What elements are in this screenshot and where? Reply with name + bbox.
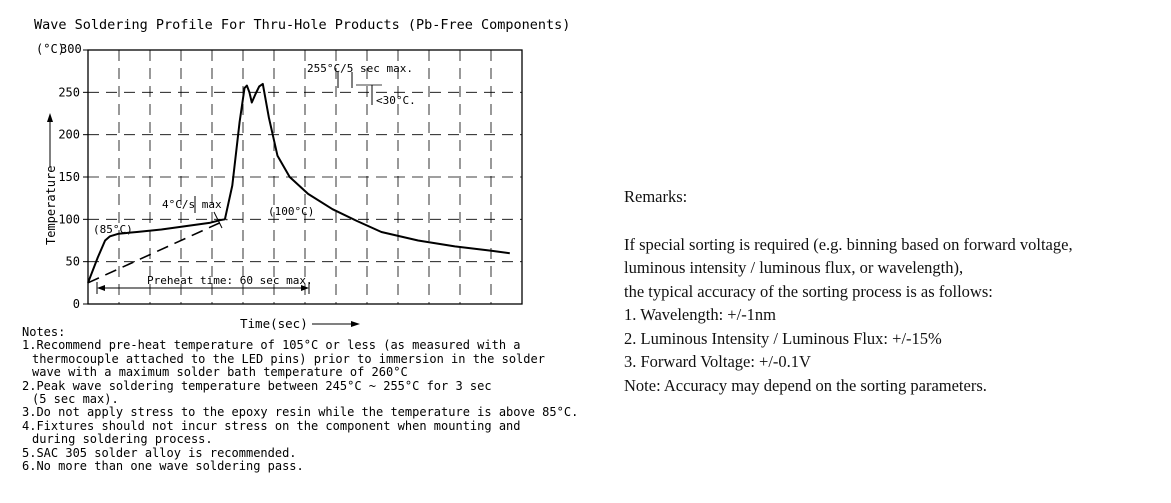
y-tick-label: 300 bbox=[60, 42, 82, 56]
note-item: 5.SAC 305 solder alloy is recommended. bbox=[22, 445, 297, 460]
chart-title: Wave Soldering Profile For Thru-Hole Pro… bbox=[34, 17, 571, 33]
annotation-delta-30c: <30°C. bbox=[376, 94, 416, 107]
remarks-line: 3. Forward Voltage: +/-0.1V bbox=[624, 352, 811, 371]
y-ticks: 0 50 100 150 200 250 300 bbox=[58, 42, 88, 311]
notes-heading: Notes: bbox=[22, 325, 66, 339]
remarks-line: Note: Accuracy may depend on the sorting… bbox=[624, 375, 987, 395]
x-axis-arrow-head bbox=[351, 321, 360, 327]
y-axis-arrow-head bbox=[47, 113, 53, 122]
remarks: Remarks: If special sorting is required … bbox=[624, 185, 1169, 397]
y-tick-label: 100 bbox=[58, 212, 80, 226]
annotations: (85°C) 4°C/s max (100°C) 255°C/5 sec max. <3… bbox=[93, 62, 416, 294]
y-tick-label: 0 bbox=[73, 297, 80, 311]
annotation-85c: (85°C) bbox=[93, 223, 133, 236]
series bbox=[87, 82, 510, 284]
y-tick-label: 150 bbox=[58, 170, 80, 184]
x-axis-title: Time(sec) bbox=[240, 316, 360, 331]
annotation-preheat-time: Preheat time: 60 sec max. bbox=[147, 274, 313, 287]
preheat-arrow-right bbox=[301, 285, 309, 291]
remarks-line: 2. Luminous Intensity / Luminous Flux: +… bbox=[624, 328, 942, 348]
temperature-profile-line bbox=[87, 82, 510, 284]
annotation-ramp-rate: 4°C/s max bbox=[162, 198, 222, 211]
remarks-line: luminous intensity / luminous flux, or w… bbox=[624, 258, 964, 277]
note-item-continued: wave with a maximum solder bath temperat… bbox=[32, 365, 408, 380]
preheat-slope-dashed-line bbox=[87, 218, 228, 284]
note-item: 6.No more than one wave soldering pass. bbox=[22, 459, 304, 474]
y-tick-label: 200 bbox=[58, 128, 80, 142]
note-item: 2.Peak wave soldering temperature betwee… bbox=[22, 378, 492, 393]
x-axis-label: Time(sec) bbox=[240, 316, 308, 331]
remarks-title: Remarks: bbox=[624, 187, 688, 206]
remarks-line: If special sorting is required (e.g. bin… bbox=[624, 234, 1073, 254]
note-item-continued: during soldering process. bbox=[32, 432, 213, 447]
note-item: 3.Do not apply stress to the epoxy resin… bbox=[22, 405, 579, 420]
preheat-arrow-left bbox=[97, 285, 105, 291]
note-item-continued: thermocouple attached to the LED pins) p… bbox=[32, 351, 545, 366]
y-tick-label: 50 bbox=[66, 255, 80, 269]
notes: Notes: 1.Recommend pre-heat temperature … bbox=[22, 325, 622, 474]
remarks-line: 1. Wavelength: +/-1nm bbox=[624, 305, 777, 324]
note-item: 1.Recommend pre-heat temperature of 105°… bbox=[22, 338, 521, 353]
note-item-continued: (5 sec max). bbox=[32, 392, 119, 407]
note-item: 4.Fixtures should not incur stress on th… bbox=[22, 418, 521, 433]
y-unit-label: (°C) bbox=[36, 42, 65, 56]
annotation-100c: (100°C) bbox=[268, 205, 314, 218]
grid bbox=[88, 50, 522, 304]
remarks-line: the typical accuracy of the sorting proc… bbox=[624, 281, 993, 301]
ramp-rate-leader bbox=[213, 211, 223, 229]
y-tick-label: 250 bbox=[58, 85, 80, 99]
annotation-peak-temp: 255°C/5 sec max. bbox=[307, 62, 413, 75]
y-axis-label: Temperature bbox=[44, 166, 58, 245]
y-axis-title: Temperature bbox=[44, 113, 58, 245]
